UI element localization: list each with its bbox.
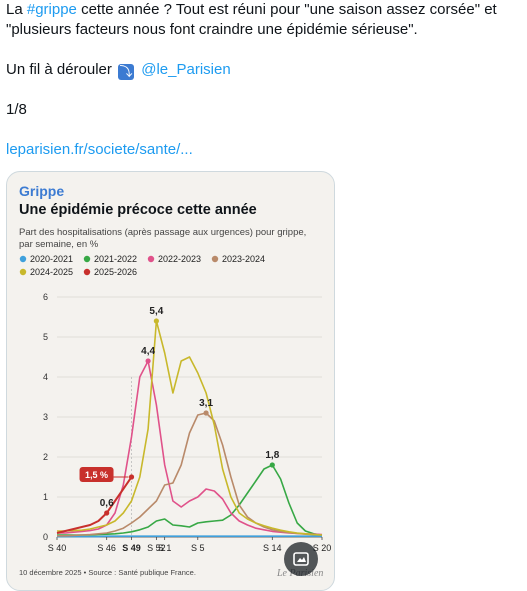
chart-headline: Une épidémie précoce cette année (19, 202, 257, 218)
media-card[interactable]: Grippe Une épidémie précoce cette année … (6, 171, 335, 591)
legend-label: 2025-2026 (94, 267, 137, 277)
chart-subtitle-1: Part des hospitalisations (après passage… (19, 227, 306, 238)
data-label: 5,4 (149, 306, 163, 317)
tweet-text: La #grippe cette année ? Tout est réuni … (6, 0, 521, 160)
chart-subtitle-2: par semaine, en % (19, 239, 99, 250)
data-label: 1,8 (265, 450, 279, 461)
current-value-badge (79, 467, 114, 482)
x-tick-label: S 49 (122, 543, 141, 553)
data-point (153, 318, 159, 324)
chart-footer: 10 décembre 2025 • Source : Santé publiq… (19, 568, 196, 577)
chart-kicker: Grippe (19, 183, 64, 199)
x-tick-label: S 46 (97, 543, 116, 553)
chart-lines (56, 320, 323, 538)
chart-grid (57, 296, 322, 538)
tweet-text-prefix: La (6, 1, 27, 18)
data-point (104, 510, 110, 516)
y-tick-label: 1 (43, 492, 48, 502)
tweet-line-thread: Un fil à dérouler ⤵ @le_Parisien (6, 60, 521, 80)
legend-label: 2020-2021 (30, 254, 73, 264)
legend-label: 2024-2025 (30, 267, 73, 277)
legend-swatch (211, 255, 219, 263)
chart-annotations: 5,4 4,4 3,1 1,8 0,6 1,5 % (79, 306, 280, 516)
y-tick-label: 3 (43, 412, 48, 422)
series-line-2024-2025 (57, 320, 323, 536)
legend-label: 2023-2024 (222, 254, 265, 264)
y-tick-label: 4 (43, 372, 48, 382)
series-line-2023-2024 (57, 412, 323, 537)
blank-line (6, 120, 521, 140)
legend-swatch (83, 255, 91, 263)
chart-legend: 2020-2021 2021-2022 2022-2023 2023-2024 2024… (19, 254, 265, 277)
y-tick-label: 5 (43, 332, 48, 342)
legend-label: 2022-2023 (158, 254, 201, 264)
legend-swatch (147, 255, 155, 263)
hashtag-link[interactable]: #grippe (26, 1, 77, 18)
series-line-2025-2026 (56, 476, 133, 534)
legend-swatch (19, 268, 27, 276)
x-tick-label: S 5 (191, 543, 205, 553)
data-point (203, 410, 209, 416)
legend-swatch (19, 255, 27, 263)
data-label: 4,4 (141, 346, 155, 357)
data-point (128, 474, 135, 480)
x-tick-label: S 14 (263, 543, 282, 553)
blank-line (6, 40, 521, 60)
image-expand-icon (293, 552, 309, 566)
thread-text: Un fil à dérouler (6, 61, 112, 78)
y-tick-label: 2 (43, 452, 48, 462)
alt-media-button[interactable] (284, 542, 318, 576)
arrow-down-right-icon: ⤵ (118, 64, 135, 80)
series-line-2021-2022 (57, 464, 323, 536)
blank-line (6, 80, 521, 100)
data-label: 0,6 (100, 498, 114, 509)
x-tick-label: S 1 (158, 543, 172, 553)
x-tick-label: S 20 (313, 543, 332, 553)
data-point (145, 358, 151, 364)
legend-label: 2021-2022 (94, 254, 137, 264)
article-link[interactable]: leparisien.fr/societe/sante/... (6, 141, 193, 158)
y-tick-label: 0 (43, 532, 48, 542)
y-axis: 0 1 2 3 4 5 6 (43, 292, 48, 542)
current-value-label: 1,5 % (85, 470, 108, 480)
x-tick-label: S 52 (147, 543, 166, 553)
thread-counter: 1/8 (6, 101, 27, 118)
x-tick-label: S 40 (48, 543, 67, 553)
data-point (269, 462, 275, 468)
chart: Grippe Une épidémie précoce cette année … (19, 183, 332, 579)
data-label: 3,1 (199, 398, 213, 409)
mention-link[interactable]: @le_Parisien (141, 61, 231, 78)
legend-swatch (83, 268, 91, 276)
y-tick-label: 6 (43, 292, 48, 302)
series-line-2022-2023 (57, 360, 323, 536)
tweet-line-2: "plusieurs facteurs nous font craindre u… (6, 21, 418, 38)
tweet-line-1: La #grippe cette année ? Tout est réuni … (6, 0, 521, 20)
tweet-text-line1-rest: cette année ? Tout est réuni pour "une s… (76, 1, 497, 18)
